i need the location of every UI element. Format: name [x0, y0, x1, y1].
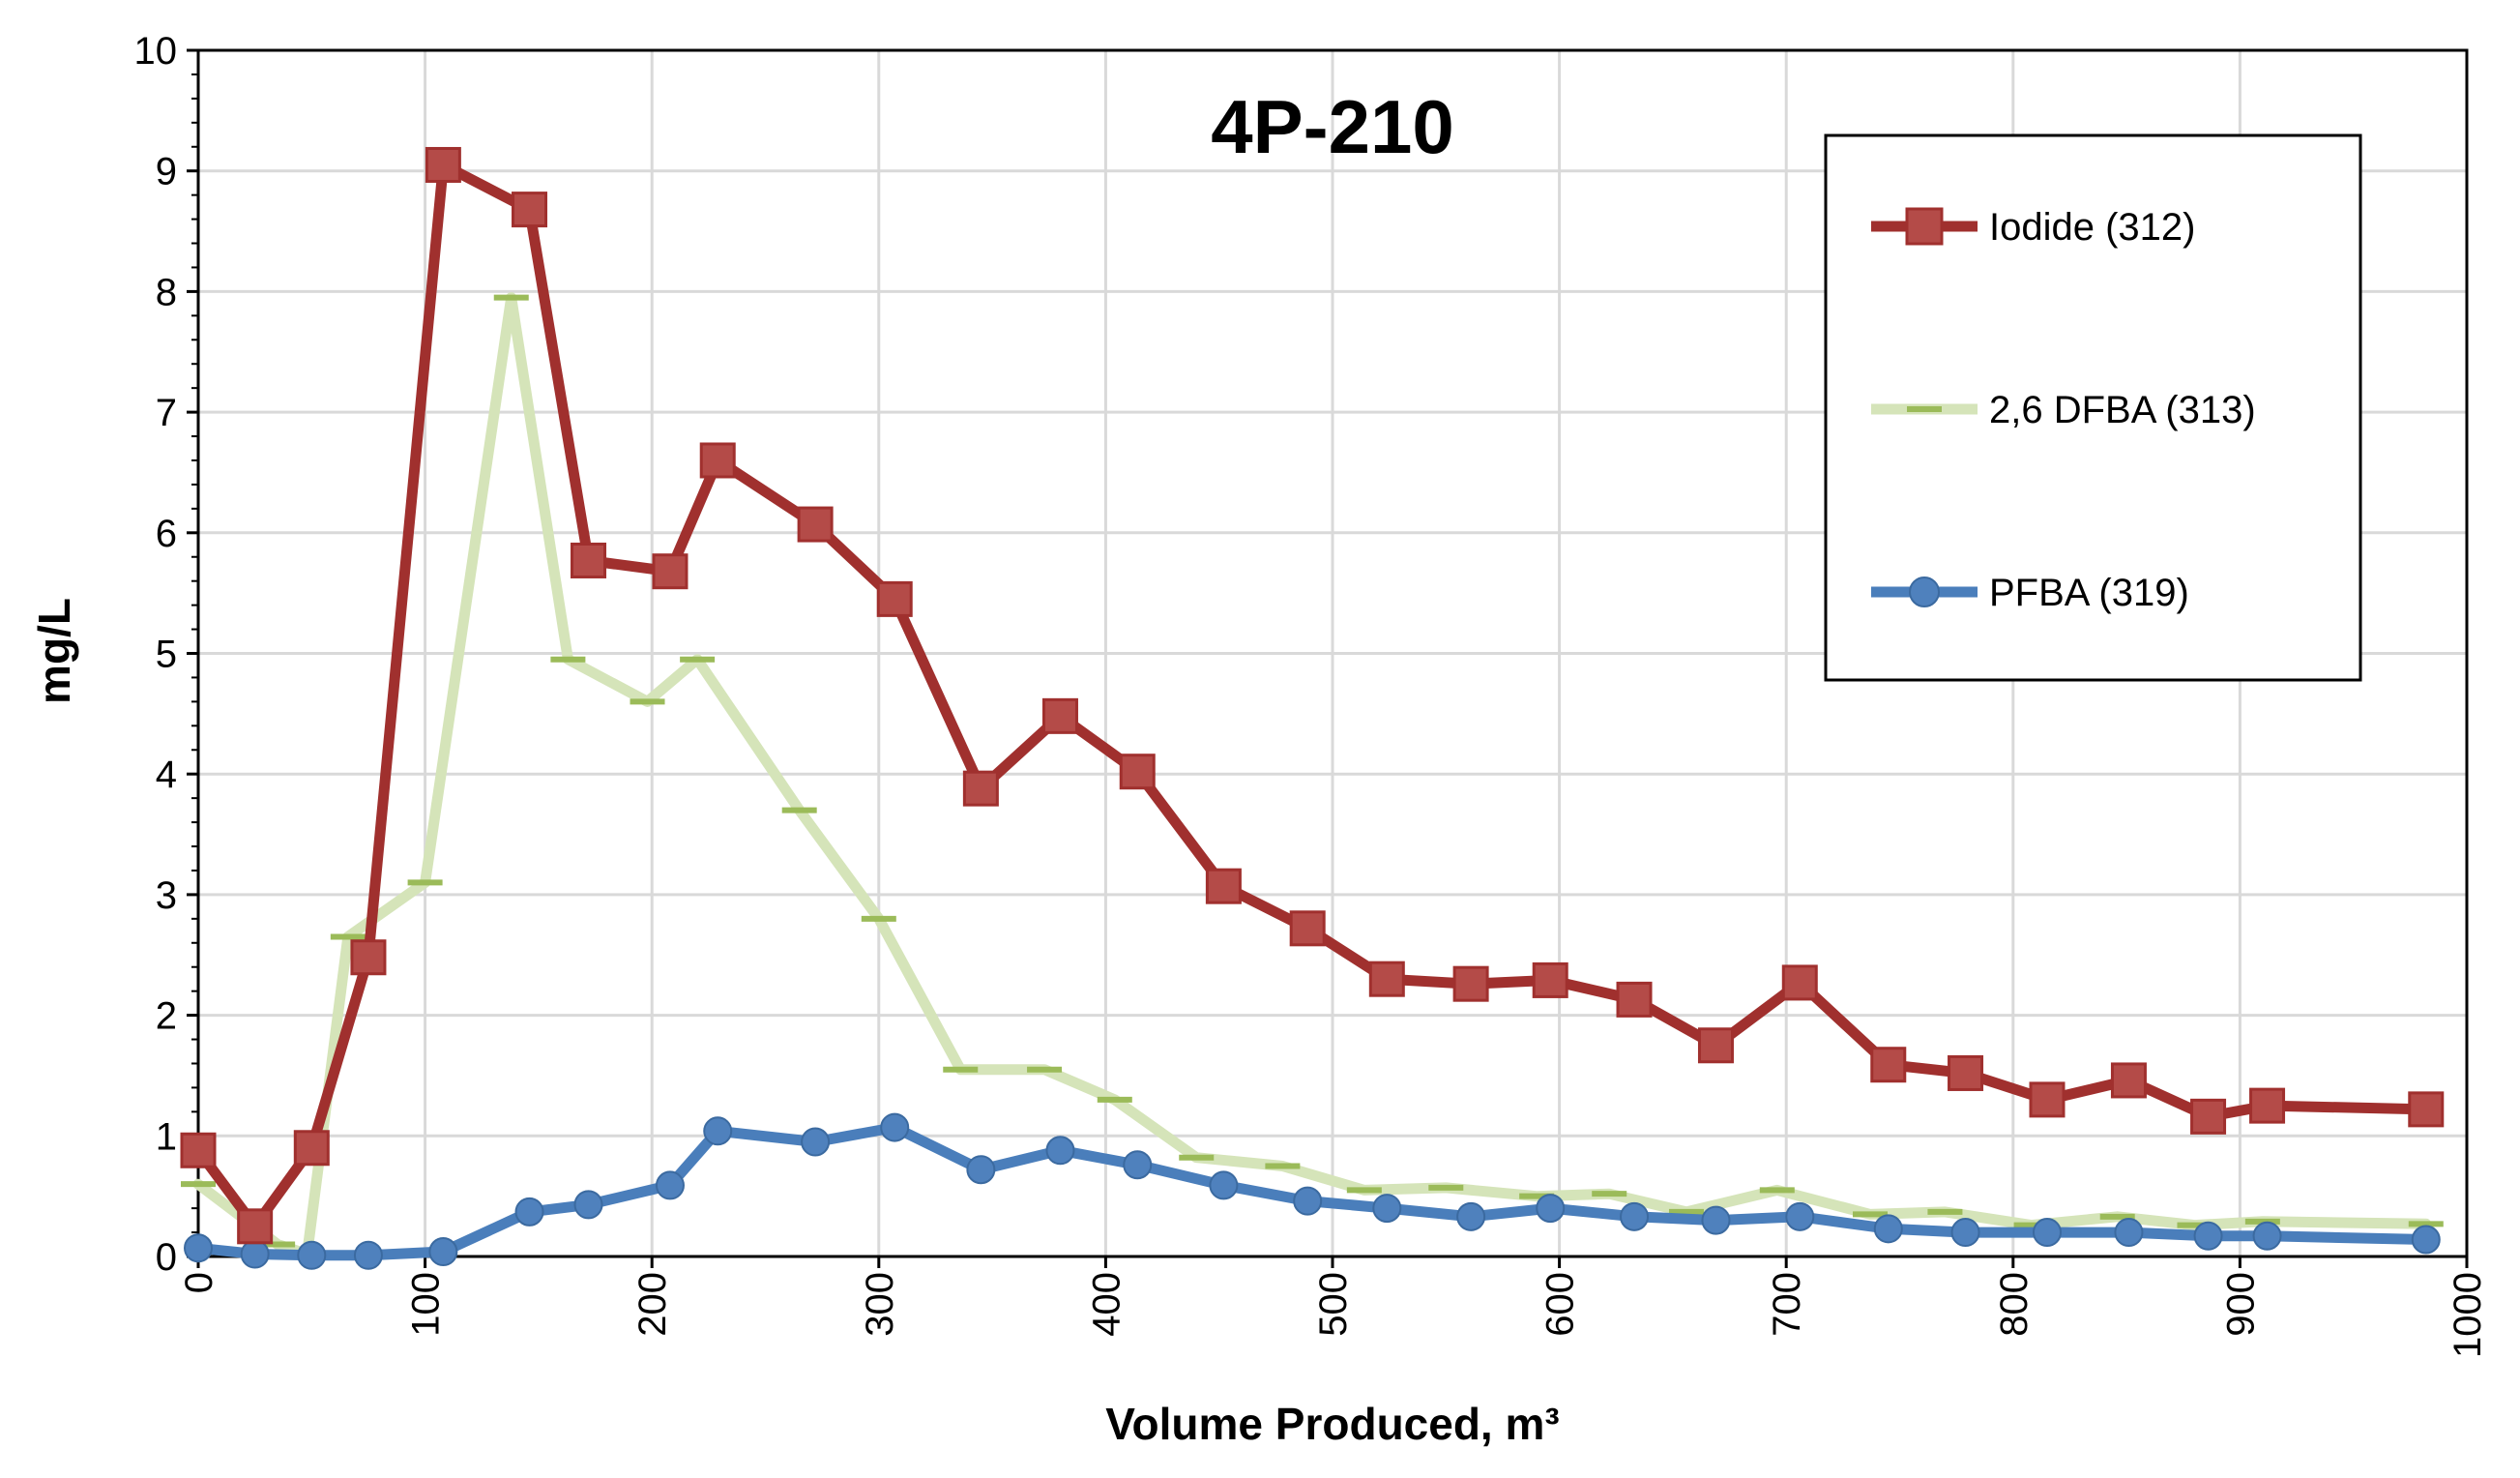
- data-point-iodide-312-28: [2408, 1091, 2445, 1128]
- series-iodide-312: [180, 146, 2445, 1245]
- y-tick-label-10: 10: [134, 30, 178, 73]
- data-point-iodide-312-12: [1041, 697, 1078, 734]
- data-point-pfba-319-28: [2411, 1225, 2441, 1255]
- data-point-iodide-312-5: [512, 192, 548, 228]
- data-point-iodide-312-11: [962, 770, 999, 807]
- legend-label-iodide: Iodide (312): [1989, 206, 2195, 249]
- y-tick-label-4: 4: [156, 754, 177, 796]
- data-point-pfba-319-18: [1536, 1194, 1566, 1224]
- data-point-iodide-312-10: [876, 580, 913, 617]
- data-point-pfba-319-10: [880, 1112, 910, 1142]
- x-tick-label-1000: 1000: [2447, 1272, 2489, 1358]
- y-tick-label-2: 2: [156, 995, 177, 1038]
- data-point-iodide-312-4: [425, 146, 461, 183]
- x-tick-label-800: 800: [1993, 1272, 2036, 1337]
- x-tick-label-700: 700: [1766, 1272, 1808, 1337]
- data-point-iodide-312-15: [1289, 910, 1326, 947]
- x-axis-tick-labels: 0 100 200 300 400 500 600 700 800 900 1000: [178, 1256, 2489, 1358]
- data-point-pfba-319-26: [2193, 1221, 2223, 1251]
- data-point-pfba-319-6: [573, 1190, 603, 1220]
- data-point-pfba-319-11: [966, 1155, 996, 1185]
- x-tick-label-100: 100: [405, 1272, 448, 1337]
- y-tick-label-0: 0: [156, 1236, 177, 1279]
- series-2-6-dfba-313: [181, 292, 2444, 1259]
- y-tick-label-8: 8: [156, 271, 177, 313]
- data-point-pfba-319-4: [428, 1237, 458, 1267]
- y-tick-label-1: 1: [156, 1115, 177, 1158]
- data-point-iodide-312-3: [350, 939, 387, 976]
- x-tick-label-200: 200: [631, 1272, 674, 1337]
- data-point-iodide-312-2: [293, 1130, 330, 1167]
- x-tick-label-0: 0: [178, 1272, 220, 1293]
- data-point-pfba-319-27: [2252, 1221, 2282, 1251]
- data-point-iodide-312-13: [1119, 754, 1156, 790]
- data-point-pfba-319-0: [184, 1233, 213, 1263]
- data-point-pfba-319-2: [297, 1240, 327, 1270]
- data-point-pfba-319-20: [1701, 1205, 1731, 1235]
- data-point-pfba-319-25: [2114, 1218, 2144, 1248]
- data-point-iodide-312-20: [1697, 1027, 1734, 1064]
- data-point-pfba-319-8: [703, 1116, 733, 1146]
- x-axis-title: Volume Produced, m³: [1105, 1399, 1559, 1449]
- legend: Iodide (312) 2,6 DFBA (313) PFBA (319): [1824, 133, 2362, 682]
- data-point-iodide-312-14: [1205, 868, 1242, 904]
- data-point-pfba-319-23: [1950, 1218, 1980, 1248]
- legend-label-dfba: 2,6 DFBA (313): [1989, 389, 2256, 431]
- data-point-iodide-312-16: [1368, 961, 1405, 997]
- data-point-pfba-319-17: [1456, 1201, 1486, 1231]
- y-tick-label-6: 6: [156, 513, 177, 555]
- data-point-pfba-319-15: [1293, 1186, 1323, 1216]
- y-tick-label-3: 3: [156, 874, 177, 917]
- data-point-iodide-312-25: [2110, 1062, 2147, 1099]
- data-point-iodide-312-23: [1948, 1054, 1984, 1091]
- data-point-pfba-319-5: [514, 1197, 544, 1227]
- series-pfba-319: [184, 1112, 2441, 1270]
- data-point-iodide-312-7: [652, 553, 689, 590]
- legend-item-pfba: PFBA (319): [1871, 572, 2189, 614]
- data-point-iodide-312-6: [571, 542, 607, 578]
- y-axis-title: mg/L: [29, 598, 79, 704]
- y-tick-label-9: 9: [156, 151, 177, 193]
- data-point-pfba-319-3: [353, 1240, 383, 1270]
- data-point-pfba-319-12: [1045, 1136, 1075, 1166]
- data-point-pfba-319-19: [1620, 1201, 1650, 1231]
- data-point-pfba-319-22: [1873, 1214, 1903, 1244]
- data-point-iodide-312-8: [699, 442, 736, 479]
- data-point-pfba-319-16: [1372, 1194, 1402, 1224]
- data-point-pfba-319-7: [655, 1170, 685, 1200]
- data-point-pfba-319-13: [1123, 1150, 1153, 1180]
- x-tick-label-600: 600: [1539, 1272, 1582, 1337]
- legend-item-dfba: 2,6 DFBA (313): [1871, 389, 2256, 431]
- data-point-iodide-312-26: [2190, 1098, 2227, 1135]
- legend-swatch-iodide-marker: [1905, 207, 1944, 246]
- legend-label-pfba: PFBA (319): [1989, 572, 2189, 614]
- data-point-pfba-319-21: [1785, 1201, 1815, 1231]
- data-point-iodide-312-22: [1870, 1047, 1907, 1083]
- data-point-pfba-319-9: [801, 1127, 831, 1157]
- data-point-iodide-312-21: [1781, 964, 1818, 1001]
- legend-swatch-pfba-marker: [1909, 576, 1940, 607]
- data-point-pfba-319-1: [240, 1239, 270, 1269]
- data-point-iodide-312-0: [180, 1132, 217, 1168]
- x-tick-label-500: 500: [1312, 1272, 1355, 1337]
- legend-item-iodide: Iodide (312): [1871, 206, 2195, 249]
- data-point-iodide-312-18: [1532, 961, 1568, 998]
- data-point-pfba-319-14: [1209, 1170, 1239, 1200]
- x-tick-label-900: 900: [2219, 1272, 2262, 1337]
- data-point-iodide-312-24: [2029, 1081, 2066, 1118]
- data-point-iodide-312-19: [1616, 981, 1653, 1018]
- data-point-iodide-312-9: [797, 506, 834, 543]
- y-tick-label-5: 5: [156, 634, 177, 676]
- data-point-iodide-312-1: [237, 1208, 274, 1245]
- data-point-pfba-319-24: [2032, 1218, 2062, 1248]
- chart-title: 4P-210: [1211, 84, 1454, 169]
- series-layer: [180, 146, 2445, 1270]
- data-point-iodide-312-27: [2249, 1087, 2286, 1124]
- x-tick-label-400: 400: [1085, 1272, 1128, 1337]
- data-point-iodide-312-17: [1452, 965, 1489, 1002]
- x-tick-label-300: 300: [859, 1272, 901, 1337]
- y-tick-label-7: 7: [156, 392, 177, 434]
